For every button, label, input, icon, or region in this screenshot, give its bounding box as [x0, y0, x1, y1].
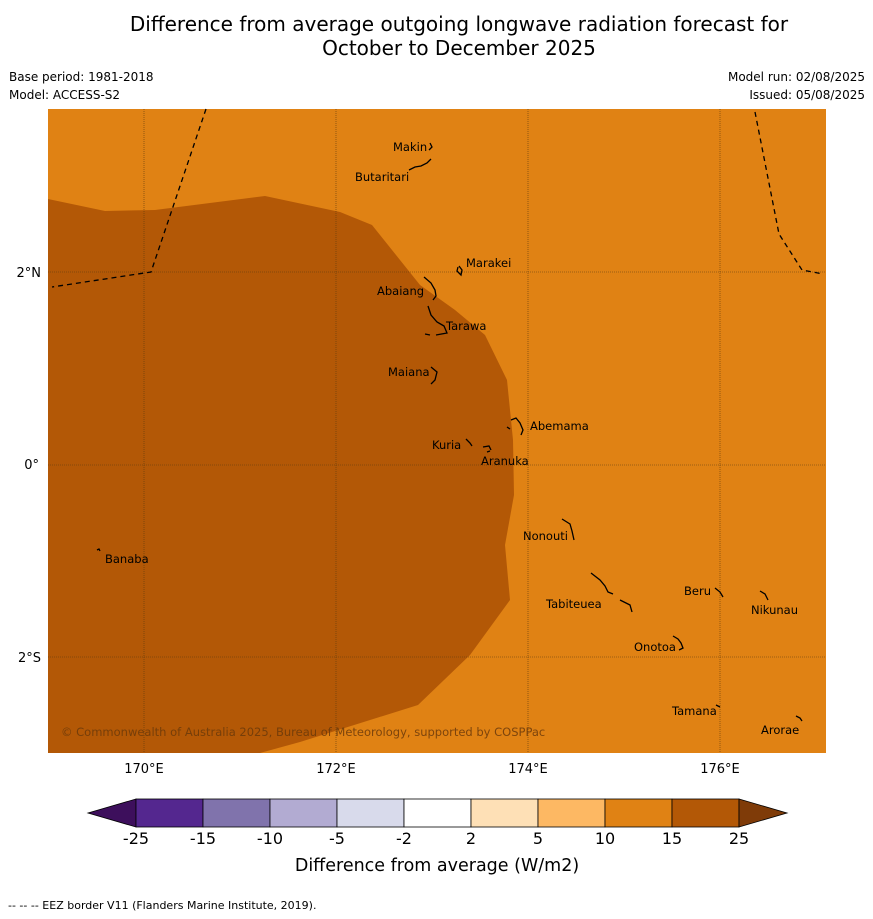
tarawa-outline	[424, 305, 448, 336]
eez-border-east	[754, 111, 824, 275]
nonouti-outline	[561, 518, 575, 541]
island-label-maiana: Maiana	[388, 365, 430, 379]
marakei-outline	[456, 265, 463, 277]
lon-label-176e: 176°E	[700, 762, 740, 777]
eez-borders	[51, 108, 824, 288]
colorbar-ticks: -25 -15 -10 -5 -2 2 5 10 15 25	[123, 829, 749, 848]
island-outlines	[96, 142, 803, 722]
island-label-onotoa: Onotoa	[634, 640, 676, 654]
colorbar-extend-low	[86, 798, 137, 828]
tabiteuea-outline	[590, 572, 633, 613]
colorbar-bin-2-5	[470, 798, 539, 828]
island-label-tarawa: Tarawa	[445, 319, 486, 333]
lat-label-2n: 2°N	[17, 266, 42, 281]
abaiang-outline	[423, 276, 437, 301]
longitude-labels: 170°E 172°E 174°E 176°E	[124, 762, 740, 777]
base-period: Base period: 1981-2018	[9, 70, 154, 84]
title-line-2: October to December 2025	[322, 36, 596, 60]
colorbar-bin-10-15	[604, 798, 673, 828]
colorbar-tick-10: 10	[595, 829, 615, 848]
arorae-outline	[795, 715, 803, 722]
colorbar-tick-neg5: -5	[329, 829, 345, 848]
anomaly-region-15-25	[48, 196, 514, 753]
tamana-outline	[715, 704, 721, 708]
abemama-outline	[506, 417, 524, 436]
island-label-makin: Makin	[393, 140, 427, 154]
banaba-outline	[96, 548, 101, 552]
island-label-beru: Beru	[684, 584, 711, 598]
island-label-arorae: Arorae	[761, 723, 799, 737]
meta-left: Base period: 1981-2018 Model: ACCESS-S2	[9, 68, 154, 104]
island-label-banaba: Banaba	[105, 552, 149, 566]
island-label-kuria: Kuria	[432, 438, 461, 452]
colorbar-extend-high	[738, 798, 789, 828]
lon-label-170e: 170°E	[124, 762, 164, 777]
lat-label-2s: 2°S	[18, 651, 41, 666]
colorbar-tick-neg15: -15	[190, 829, 216, 848]
island-label-nonouti: Nonouti	[523, 529, 568, 543]
colorbar-tick-2: 2	[466, 829, 476, 848]
island-label-aranuka: Aranuka	[481, 454, 529, 468]
eez-border-footnote: -- -- -- EEZ border V11 (Flanders Marine…	[8, 899, 317, 912]
colorbar-tick-neg2: -2	[396, 829, 412, 848]
colorbar-tick-5: 5	[533, 829, 543, 848]
kuria-outline	[465, 438, 473, 447]
island-label-tamana: Tamana	[671, 704, 717, 718]
model-run: Model run: 02/08/2025	[727, 70, 865, 84]
copyright-notice: © Commonwealth of Australia 2025, Bureau…	[61, 725, 545, 739]
island-label-abemama: Abemama	[530, 419, 589, 433]
island-label-butaritari: Butaritari	[355, 170, 409, 184]
beru-outline	[714, 587, 724, 598]
makin-outline	[428, 142, 433, 151]
aranuka-outline	[482, 445, 492, 453]
colorbar-bin-neg15-neg10	[202, 798, 271, 828]
lon-label-172e: 172°E	[316, 762, 356, 777]
colorbar-bin-neg5-neg2	[336, 798, 405, 828]
colorbar-bin-neg2-2	[403, 798, 472, 828]
colorbar-tick-15: 15	[662, 829, 682, 848]
eez-border-west	[51, 108, 207, 288]
map-title: Difference from average outgoing longwav…	[0, 12, 873, 60]
lat-label-0: 0°	[24, 458, 39, 473]
model-name: Model: ACCESS-S2	[9, 88, 121, 102]
colorbar-bin-5-10	[537, 798, 606, 828]
title-line-1: Difference from average outgoing longwav…	[129, 12, 789, 36]
issued-date: Issued: 05/08/2025	[749, 88, 865, 102]
island-label-tabiteuea: Tabiteuea	[545, 597, 602, 611]
island-label-abaiang: Abaiang	[377, 284, 424, 298]
colorbar-bin-neg25-neg15	[135, 798, 204, 828]
colorbar-label: Difference from average (W/m2)	[295, 856, 579, 876]
colorbar-bin-15-25	[671, 798, 740, 828]
island-labels: Makin Butaritari Marakei Abaiang Tarawa …	[105, 140, 799, 737]
lon-label-174e: 174°E	[508, 762, 548, 777]
latitude-labels: 2°N 0° 2°S	[17, 266, 42, 666]
colorbar-tick-neg25: -25	[123, 829, 149, 848]
graticule	[48, 109, 826, 753]
island-label-nikunau: Nikunau	[751, 603, 798, 617]
colorbar	[86, 798, 789, 828]
colorbar-bin-neg10-neg5	[269, 798, 338, 828]
butaritari-outline	[408, 158, 432, 171]
onotoa-outline	[672, 635, 684, 651]
maiana-outline	[430, 366, 438, 385]
island-label-marakei: Marakei	[466, 256, 511, 270]
nikunau-outline	[759, 590, 769, 601]
colorbar-tick-neg10: -10	[257, 829, 283, 848]
meta-right: Model run: 02/08/2025 Issued: 05/08/2025	[728, 68, 865, 104]
colorbar-tick-25: 25	[729, 829, 749, 848]
